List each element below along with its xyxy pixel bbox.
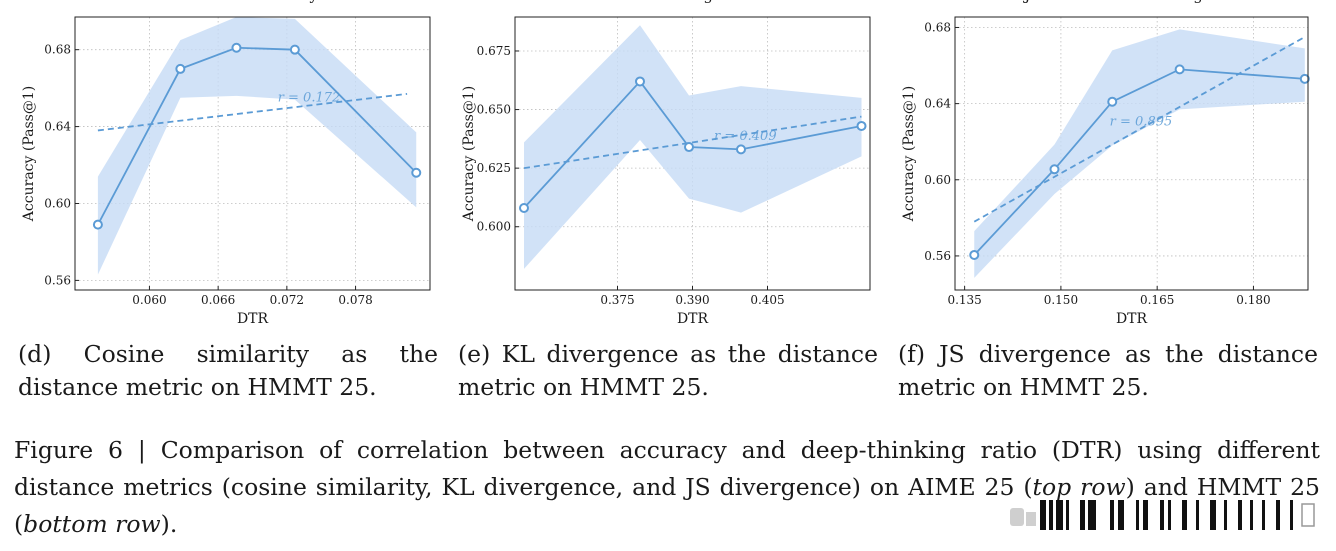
y-tick-label: 0.56 (44, 273, 71, 287)
plot-frame (74, 16, 431, 291)
figure-caption-top-row: top row (1032, 473, 1126, 501)
x-tick-label: 0.165 (1140, 293, 1174, 307)
y-axis-label: Accuracy (Pass@1) (21, 86, 37, 222)
x-axis-label: DTR (1116, 311, 1148, 327)
data-point (1107, 96, 1118, 107)
x-tick-label: 0.078 (338, 293, 372, 307)
figure-caption-middle: ) and HMMT 25 ( (14, 473, 1320, 538)
figure-caption-suffix: ). (160, 510, 178, 538)
x-tick-label: 0.060 (132, 293, 166, 307)
y-tick-label: 0.64 (44, 120, 71, 134)
data-point (289, 44, 300, 55)
x-axis-label: DTR (677, 311, 709, 327)
subcaption-e: (e) KL divergence as the distance metric… (458, 340, 878, 401)
data-point (635, 76, 645, 87)
data-point (175, 63, 186, 74)
x-tick-label: 0.390 (675, 293, 709, 307)
watermark-barcode (1010, 500, 1315, 530)
plot-area (973, 29, 1306, 278)
data-point (231, 42, 242, 53)
y-tick-label: 0.60 (924, 173, 951, 187)
plot-frame (954, 16, 1309, 291)
figure-caption: Figure 6 | Comparison of correlation bet… (14, 432, 1320, 543)
data-point (411, 167, 422, 178)
chart-title: Cosine Similarity (187, 0, 318, 4)
y-tick-label: 0.64 (924, 97, 951, 111)
x-tick-label: 0.375 (600, 293, 634, 307)
data-point (1299, 73, 1310, 84)
data-point (684, 142, 694, 153)
y-axis-label: Accuracy (Pass@1) (461, 86, 477, 222)
figure-caption-prefix: Figure 6 | Comparison of correlation bet… (14, 436, 1320, 501)
subcaption-f: (f) JS divergence as the distance metric… (898, 340, 1318, 401)
trend-line (97, 93, 408, 132)
chart-d: Cosine Similarity r = 0.172 0.060 0.066 0.07… (21, 0, 431, 327)
plot-area (97, 17, 417, 275)
chart-e: KL Divergence r = 0.409 0.375 0.390 0.405 0.6… (461, 0, 871, 327)
data-point (1049, 164, 1060, 175)
x-tick-label: 0.072 (270, 293, 304, 307)
y-tick-label: 0.625 (477, 161, 511, 175)
x-tick-label: 0.405 (750, 293, 784, 307)
chart-f: Jensen-Shannon Divergence r = 0.895 0.135 0… (901, 0, 1310, 327)
data-point (519, 202, 529, 213)
data-point (1174, 64, 1185, 75)
chart-panel-d: Cosine Similarity r = 0.172 0.060 0.066 0.07… (0, 0, 440, 330)
trend-line (523, 115, 862, 170)
data-point (969, 249, 980, 260)
y-tick-label: 0.60 (44, 196, 71, 210)
figure-caption-bottom-row: bottom row (23, 510, 161, 538)
correlation-label: r = 0.172 (278, 91, 341, 106)
y-tick-label: 0.56 (924, 249, 951, 263)
chart-title: Jensen-Shannon Divergence (1022, 0, 1238, 4)
y-axis-label: Accuracy (Pass@1) (901, 86, 917, 222)
x-tick-label: 0.150 (1044, 293, 1078, 307)
correlation-label: r = 0.409 (714, 129, 777, 144)
data-point (856, 120, 867, 131)
y-tick-label: 0.68 (44, 43, 71, 57)
y-tick-label: 0.600 (477, 220, 511, 234)
data-point (92, 219, 103, 230)
correlation-label: r = 0.895 (1110, 115, 1173, 130)
chart-panel-e: KL Divergence r = 0.409 0.375 0.390 0.405 0.6… (440, 0, 880, 330)
x-tick-label: 0.066 (201, 293, 235, 307)
x-tick-label: 0.135 (947, 293, 981, 307)
x-axis-label: DTR (237, 311, 269, 327)
confidence-band (974, 29, 1305, 278)
y-tick-label: 0.675 (477, 44, 511, 58)
confidence-band (97, 17, 417, 275)
x-tick-label: 0.180 (1236, 293, 1270, 307)
y-tick-label: 0.68 (924, 20, 951, 34)
chart-panel-f: Jensen-Shannon Divergence r = 0.895 0.135 0… (880, 0, 1336, 330)
y-tick-label: 0.650 (477, 103, 511, 117)
trend-line (973, 36, 1306, 223)
chart-title: KL Divergence (636, 0, 749, 4)
data-point (736, 144, 746, 155)
subcaption-d: (d) Cosine similarity as the distance me… (18, 340, 438, 401)
